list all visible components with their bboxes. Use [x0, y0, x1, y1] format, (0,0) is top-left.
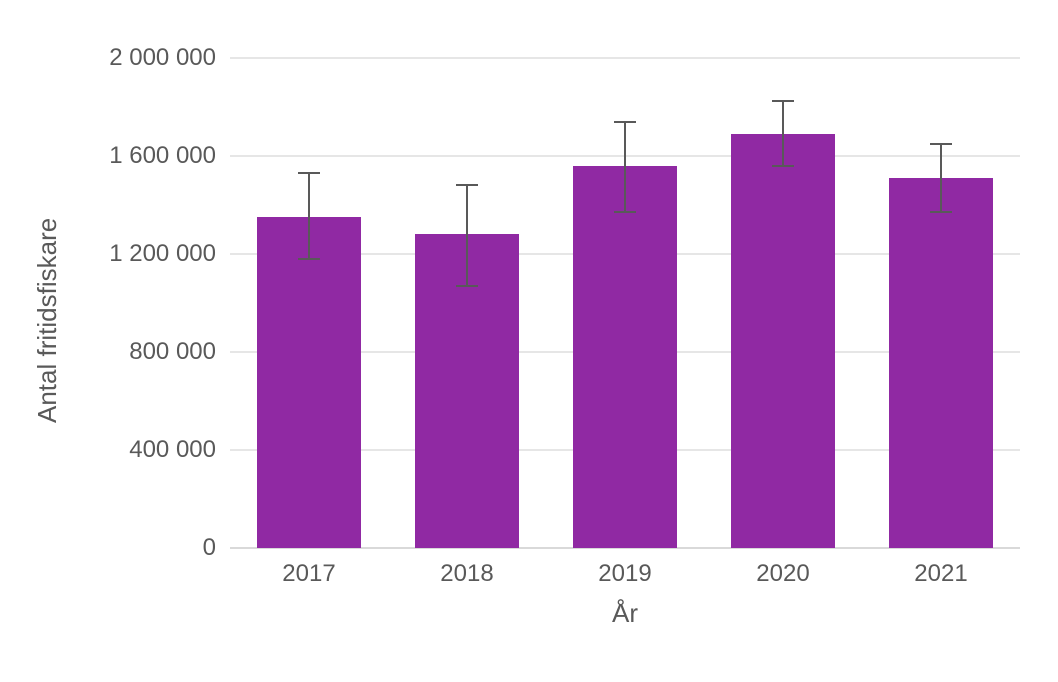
error-bar-cap [614, 211, 636, 213]
y-tick-label: 2 000 000 [46, 44, 216, 72]
error-bar-cap [456, 184, 478, 186]
error-bar-cap [772, 100, 794, 102]
y-tick-label: 400 000 [46, 436, 216, 464]
x-tick-label: 2018 [407, 560, 527, 588]
y-tick-label: 800 000 [46, 338, 216, 366]
error-bar [940, 144, 942, 213]
error-bar-cap [298, 172, 320, 174]
bar [573, 166, 677, 548]
error-bar-cap [456, 285, 478, 287]
bar [889, 178, 993, 548]
plot-area [230, 58, 1020, 548]
error-bar-cap [930, 211, 952, 213]
x-tick-label: 2021 [881, 560, 1001, 588]
error-bar-cap [930, 143, 952, 145]
error-bar-cap [298, 258, 320, 260]
y-tick-label: 0 [46, 534, 216, 562]
gridline [230, 57, 1020, 59]
x-tick-label: 2020 [723, 560, 843, 588]
x-axis-label: År [230, 598, 1020, 629]
y-tick-label: 1 600 000 [46, 142, 216, 170]
bar-chart: Antal fritidsfiskare År 0400 000800 0001… [0, 0, 1058, 682]
y-tick-label: 1 200 000 [46, 240, 216, 268]
error-bar [308, 173, 310, 259]
error-bar [624, 122, 626, 213]
error-bar-cap [614, 121, 636, 123]
error-bar [466, 185, 468, 285]
bar [731, 134, 835, 548]
bar [257, 217, 361, 548]
x-tick-label: 2017 [249, 560, 369, 588]
error-bar-cap [772, 165, 794, 167]
x-tick-label: 2019 [565, 560, 685, 588]
error-bar [782, 101, 784, 166]
